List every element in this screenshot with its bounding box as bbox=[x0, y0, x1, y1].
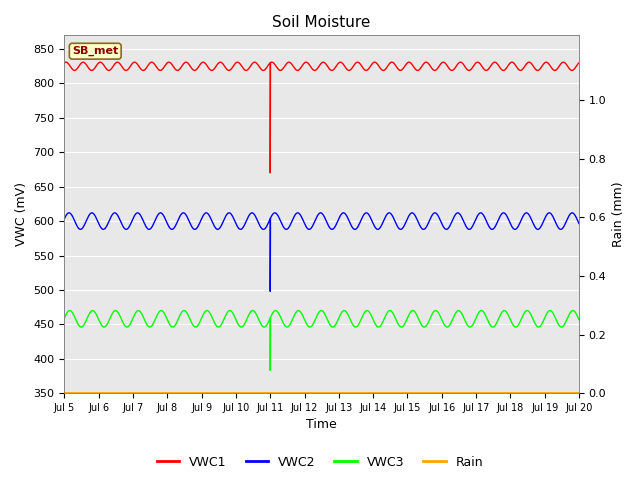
VWC2 bbox=[385, 210, 393, 216]
VWC1 bbox=[61, 60, 68, 66]
VWC2 bbox=[506, 219, 513, 225]
Rain bbox=[575, 390, 583, 396]
Text: SB_met: SB_met bbox=[72, 46, 118, 56]
VWC1 bbox=[575, 60, 583, 66]
Y-axis label: VWC (mV): VWC (mV) bbox=[15, 182, 28, 246]
VWC2 bbox=[340, 210, 348, 216]
VWC2 bbox=[266, 288, 274, 294]
VWC2 bbox=[332, 223, 339, 228]
Rain bbox=[280, 390, 288, 396]
Line: VWC2: VWC2 bbox=[65, 213, 579, 291]
Rain bbox=[565, 390, 573, 396]
Rain bbox=[258, 390, 266, 396]
VWC1 bbox=[332, 64, 340, 70]
X-axis label: Time: Time bbox=[307, 419, 337, 432]
VWC1 bbox=[63, 60, 71, 65]
VWC2 bbox=[63, 211, 71, 217]
VWC3 bbox=[575, 317, 583, 323]
VWC3 bbox=[266, 368, 274, 373]
VWC3 bbox=[63, 310, 71, 316]
Y-axis label: Rain (mm): Rain (mm) bbox=[612, 181, 625, 247]
VWC1 bbox=[340, 63, 348, 69]
VWC2 bbox=[198, 214, 206, 220]
VWC3 bbox=[524, 308, 531, 313]
Rain bbox=[509, 390, 517, 396]
Title: Soil Moisture: Soil Moisture bbox=[273, 15, 371, 30]
VWC1 bbox=[97, 60, 104, 65]
VWC2 bbox=[61, 216, 68, 222]
VWC1 bbox=[506, 60, 513, 66]
VWC2 bbox=[104, 220, 112, 226]
VWC3 bbox=[104, 319, 112, 325]
VWC1 bbox=[266, 170, 274, 176]
VWC2 bbox=[575, 221, 583, 227]
Rain bbox=[150, 390, 157, 396]
VWC1 bbox=[199, 60, 207, 65]
Rain bbox=[119, 390, 127, 396]
Legend: VWC1, VWC2, VWC3, Rain: VWC1, VWC2, VWC3, Rain bbox=[152, 451, 488, 474]
Line: VWC1: VWC1 bbox=[65, 62, 579, 173]
VWC3 bbox=[61, 315, 68, 321]
Line: VWC3: VWC3 bbox=[65, 311, 579, 371]
VWC3 bbox=[198, 313, 206, 319]
Rain bbox=[61, 390, 68, 396]
VWC3 bbox=[340, 308, 348, 313]
VWC3 bbox=[506, 315, 513, 321]
VWC3 bbox=[332, 322, 339, 327]
VWC1 bbox=[105, 68, 113, 73]
